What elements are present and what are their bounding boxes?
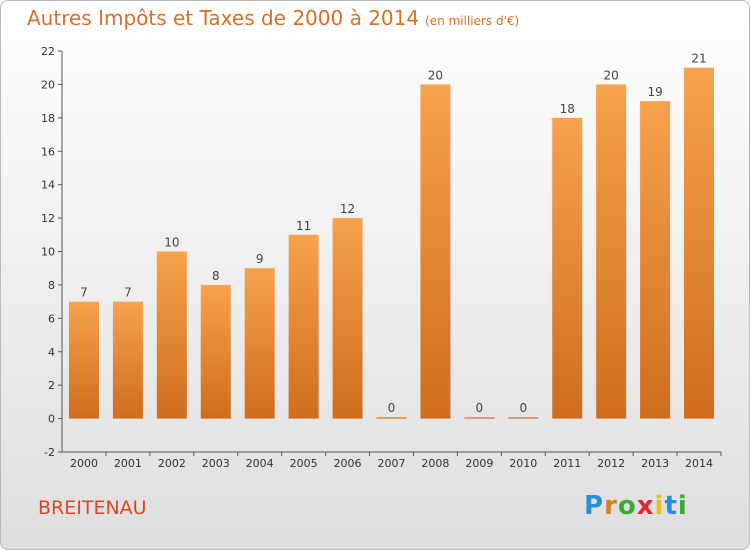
bar-2004	[244, 268, 275, 419]
bar-2008	[420, 84, 451, 419]
value-label-2010: 0	[519, 401, 527, 415]
value-label-2004: 9	[256, 252, 264, 266]
value-label-2000: 7	[80, 286, 88, 300]
logo-letter: r	[604, 491, 618, 521]
value-label-2003: 8	[212, 269, 220, 283]
y-tick-label: 2	[48, 379, 55, 392]
bar-2011	[552, 117, 583, 419]
place-name: BREITENAU	[38, 497, 147, 519]
y-tick-label: 14	[41, 179, 55, 192]
x-tick-label-2013: 2013	[641, 457, 669, 470]
bar-2001	[112, 301, 143, 419]
y-tick-label: 16	[41, 145, 55, 158]
x-tick-label-2005: 2005	[290, 457, 318, 470]
x-tick-label-2003: 2003	[202, 457, 230, 470]
value-label-2006: 12	[340, 202, 355, 216]
title-unit: (en milliers d'€)	[425, 14, 520, 28]
x-tick-label-2002: 2002	[158, 457, 186, 470]
y-tick-label: 10	[41, 246, 55, 259]
y-tick-label: 22	[41, 45, 55, 58]
x-tick-label-2004: 2004	[246, 457, 274, 470]
bar-2010	[508, 417, 539, 419]
y-tick-label: -2	[44, 446, 55, 459]
bar-2002	[156, 251, 187, 419]
y-tick-label: 20	[41, 78, 55, 91]
value-label-2012: 20	[604, 68, 619, 82]
x-tick-label-2014: 2014	[685, 457, 713, 470]
x-tick-label-2012: 2012	[597, 457, 625, 470]
x-tick-label-2000: 2000	[70, 457, 98, 470]
value-label-2002: 10	[164, 236, 179, 250]
value-label-2011: 18	[560, 102, 575, 116]
x-tick-label-2006: 2006	[334, 457, 362, 470]
bar-2006	[332, 218, 363, 419]
chart-title: Autres Impôts et Taxes de 2000 à 2014 (en…	[27, 6, 519, 30]
logo-letter: x	[636, 491, 655, 521]
value-label-2013: 19	[647, 85, 662, 99]
y-tick-label: 8	[48, 279, 55, 292]
logo-letter: i	[654, 491, 665, 521]
bar-2000	[68, 301, 99, 419]
logo-letter: P	[584, 491, 605, 521]
bar-2003	[200, 284, 231, 419]
value-label-2007: 0	[388, 401, 396, 415]
title-text: Autres Impôts et Taxes de 2000 à 2014	[27, 6, 420, 30]
bar-2012	[596, 84, 627, 419]
y-tick-label: 0	[48, 413, 55, 426]
value-label-2008: 20	[428, 68, 443, 82]
y-tick-label: 18	[41, 112, 55, 125]
proxiti-logo: Proxiti	[584, 491, 688, 521]
logo-letter: o	[617, 491, 637, 521]
value-label-2009: 0	[476, 401, 484, 415]
y-tick-label: 6	[48, 312, 55, 325]
bar-2005	[288, 234, 319, 419]
x-tick-label-2011: 2011	[553, 457, 581, 470]
x-tick-label-2007: 2007	[378, 457, 406, 470]
value-label-2005: 11	[296, 219, 311, 233]
bar-2013	[640, 101, 671, 419]
y-tick-label: 12	[41, 212, 55, 225]
bar-2007	[376, 417, 407, 419]
x-tick-label-2010: 2010	[509, 457, 537, 470]
y-tick-label: 4	[48, 346, 55, 359]
bar-2014	[684, 67, 715, 419]
bars: 7 7 10 8 9 11 12 0 20 0 0 18 20 19 21	[68, 52, 715, 419]
x-tick-label-2009: 2009	[465, 457, 493, 470]
logo-letter: i	[677, 491, 688, 521]
value-label-2014: 21	[691, 52, 706, 66]
x-tick-label-2008: 2008	[421, 457, 449, 470]
x-tick-label-2001: 2001	[114, 457, 142, 470]
logo-letter: t	[664, 491, 678, 521]
bar-2009	[464, 417, 495, 419]
value-label-2001: 7	[124, 286, 132, 300]
